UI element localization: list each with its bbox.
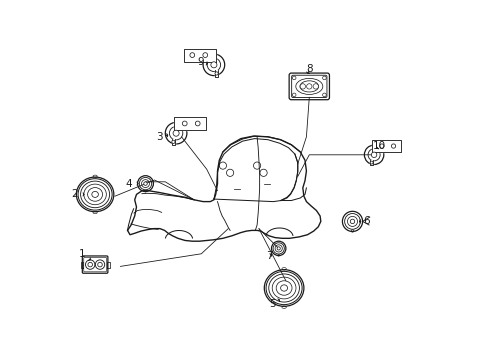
Circle shape <box>379 144 383 148</box>
Circle shape <box>349 219 354 224</box>
Circle shape <box>370 152 376 158</box>
Text: 7: 7 <box>265 251 272 261</box>
Circle shape <box>189 53 194 58</box>
Polygon shape <box>81 262 83 267</box>
Circle shape <box>173 130 179 136</box>
Polygon shape <box>183 49 216 62</box>
Polygon shape <box>171 139 175 145</box>
Circle shape <box>210 62 217 68</box>
Ellipse shape <box>280 285 287 291</box>
Text: 2: 2 <box>71 189 83 199</box>
Polygon shape <box>174 117 206 130</box>
Circle shape <box>171 140 175 143</box>
Circle shape <box>203 53 207 58</box>
Text: 10: 10 <box>372 141 385 151</box>
Circle shape <box>182 121 187 126</box>
Text: 9: 9 <box>197 57 207 67</box>
Circle shape <box>390 144 395 148</box>
Text: 1: 1 <box>78 249 90 261</box>
Circle shape <box>300 84 305 89</box>
Circle shape <box>143 182 147 185</box>
Text: 4: 4 <box>125 179 138 189</box>
Circle shape <box>277 247 280 250</box>
Circle shape <box>369 161 372 164</box>
Polygon shape <box>106 262 109 267</box>
Text: 5: 5 <box>269 299 279 309</box>
Polygon shape <box>215 70 218 77</box>
Polygon shape <box>369 160 372 166</box>
Ellipse shape <box>92 192 98 197</box>
Text: 6: 6 <box>359 216 369 226</box>
Circle shape <box>195 121 200 126</box>
Circle shape <box>306 84 311 89</box>
Circle shape <box>312 84 318 89</box>
Circle shape <box>215 72 218 75</box>
Polygon shape <box>371 140 401 152</box>
Text: 3: 3 <box>156 132 167 142</box>
Text: 8: 8 <box>306 64 313 74</box>
